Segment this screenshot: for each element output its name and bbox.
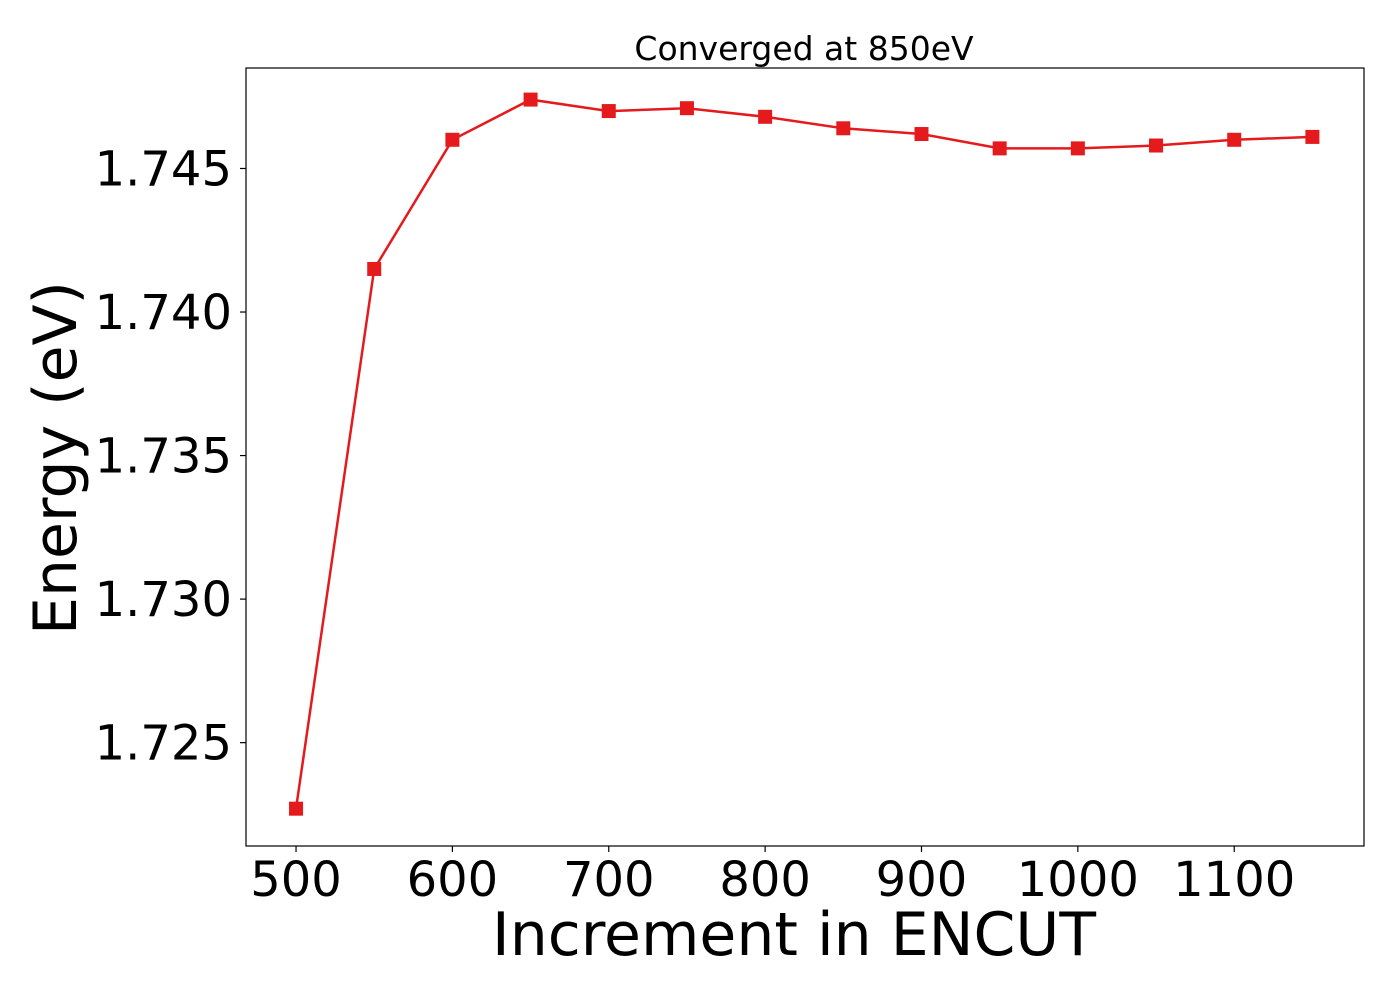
y-axis-label: Energy (eV): [21, 281, 91, 635]
x-tick-label: 1000: [1017, 852, 1139, 908]
data-point: [367, 261, 382, 276]
data-point: [1070, 141, 1085, 156]
plot-area-frame: [245, 67, 1365, 847]
data-point-markers: [289, 92, 1320, 816]
data-point: [601, 104, 616, 119]
data-point: [679, 101, 694, 116]
data-point: [992, 141, 1007, 156]
data-point: [836, 121, 851, 136]
x-tick-label: 600: [407, 852, 499, 908]
y-tick-label: 1.725: [95, 716, 232, 772]
data-point: [758, 109, 773, 124]
y-tick-label: 1.735: [95, 429, 232, 485]
x-tick-label: 1100: [1173, 852, 1295, 908]
x-tick-label: 800: [719, 852, 811, 908]
y-tick-label: 1.730: [95, 572, 232, 628]
x-tick-label: 700: [563, 852, 655, 908]
series-line: [294, 98, 1313, 809]
x-axis-label: Increment in ENCUT: [492, 900, 1096, 970]
data-point: [445, 132, 460, 147]
x-axis-ticks: 500 600 700 800 900 1000 1100: [250, 846, 1295, 908]
chart-title: Converged at 850eV: [634, 29, 974, 68]
data-point: [1305, 129, 1320, 144]
y-tick-label: 1.740: [95, 285, 232, 341]
data-point: [1149, 138, 1164, 153]
data-point: [914, 127, 929, 142]
x-tick-label: 900: [876, 852, 968, 908]
data-point: [289, 801, 304, 816]
y-tick-label: 1.745: [95, 141, 232, 197]
data-point: [523, 92, 538, 107]
data-point: [1227, 132, 1242, 147]
y-axis-ticks: 1.725 1.730 1.735 1.740 1.745: [95, 141, 246, 772]
x-tick-label: 500: [250, 852, 342, 908]
